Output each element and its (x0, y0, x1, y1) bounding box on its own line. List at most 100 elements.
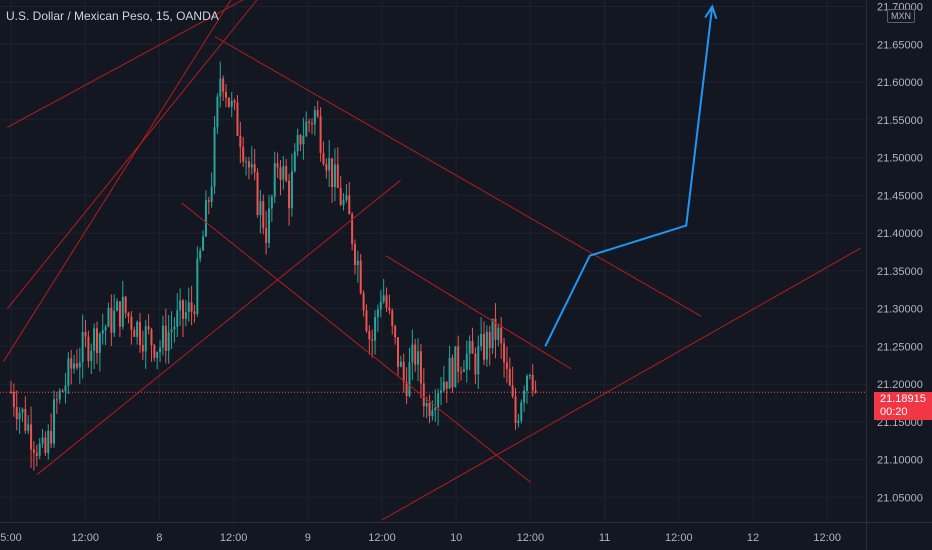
candle-body (293, 151, 296, 172)
candle-body (391, 310, 394, 327)
candle-body (419, 351, 422, 384)
candle-body (325, 163, 328, 171)
candle-body (50, 430, 53, 444)
candle-body (462, 369, 465, 372)
candle-body (474, 353, 477, 375)
candle-body (170, 329, 173, 333)
candle-body (253, 164, 256, 173)
candle-body (276, 163, 279, 168)
candle-body (176, 310, 179, 327)
price-axis[interactable]: 21.0500021.1000021.1500021.2000021.25000… (866, 0, 923, 550)
candle-body (78, 362, 81, 368)
candle-body (73, 363, 76, 369)
time-tick-label: 12 (747, 532, 759, 544)
candle-body (351, 214, 354, 245)
candle-body (437, 393, 440, 408)
candle-body (445, 381, 448, 389)
candle-body (181, 300, 184, 319)
candle-body (113, 310, 116, 333)
candle-body (531, 375, 534, 391)
candle-body (468, 341, 471, 354)
candle-body (70, 358, 73, 369)
candle-body (414, 344, 417, 365)
candle-body (124, 296, 127, 313)
candle-body (242, 147, 245, 162)
trendline (3, 0, 232, 362)
candle-body (10, 391, 12, 393)
candle-body (399, 361, 402, 367)
candle-body (342, 200, 345, 205)
candle-body (319, 116, 322, 154)
candle-body (480, 334, 483, 347)
candle-body (265, 228, 268, 243)
candle-body (282, 166, 285, 180)
candle-body (302, 136, 305, 145)
candle-body (508, 368, 511, 386)
candle-body (514, 396, 517, 423)
trendline (36, 179, 401, 476)
candle-body (27, 424, 30, 431)
candlestick-series (10, 61, 537, 471)
candle-body (147, 326, 150, 330)
candle-body (402, 361, 405, 383)
candle-body (118, 301, 121, 327)
candle-body (222, 78, 225, 92)
candle-body (141, 344, 144, 352)
candle-body (356, 260, 359, 266)
candle-body (308, 121, 311, 123)
time-axis[interactable]: 5:00 12:00 8 12:00 9 12:00 10 12:00 11 12:00 12 12:… (0, 522, 932, 545)
candle-body (322, 153, 325, 164)
candle-body (199, 250, 202, 259)
candle-body (133, 329, 136, 337)
candle-body (482, 334, 485, 360)
price-tick-label: 21.60000 (877, 77, 923, 89)
candle-body (101, 330, 104, 334)
candle-body (164, 325, 167, 351)
time-tick-label: 12:00 (665, 532, 693, 544)
candle-body (159, 347, 162, 352)
candle-body (116, 301, 119, 311)
candle-body (138, 322, 141, 345)
candle-body (374, 317, 377, 341)
candle-body (434, 407, 437, 411)
candle-body (411, 344, 414, 363)
projection-line (544, 6, 714, 347)
candle-body (190, 302, 193, 312)
trendlines (3, 0, 861, 521)
candle-body (296, 134, 299, 152)
candle-body (382, 295, 385, 302)
candle-body (376, 309, 379, 318)
candle-body (196, 258, 199, 314)
price-tick-label: 21.25000 (877, 341, 923, 353)
candle-body (505, 362, 508, 369)
candle-body (247, 161, 250, 168)
trendline (181, 202, 531, 483)
candle-body (245, 161, 248, 163)
candle-body (328, 158, 331, 171)
candle-body (448, 358, 451, 389)
candle-body (405, 382, 408, 396)
candle-body (110, 307, 113, 333)
candle-body (44, 437, 47, 454)
candle-body (288, 180, 291, 209)
candle-body (336, 164, 339, 188)
candle-body (442, 381, 445, 391)
candle-body (485, 331, 488, 360)
currency-label[interactable]: MXN (887, 9, 915, 23)
candle-body (353, 244, 356, 266)
projection-path (544, 4, 718, 347)
price-tick-label: 21.20000 (877, 379, 923, 391)
candle-body (362, 293, 365, 311)
candle-body (30, 424, 33, 450)
candle-body (451, 358, 454, 388)
price-tick-label: 21.05000 (877, 492, 923, 504)
candle-body (348, 195, 351, 215)
candle-body (41, 437, 44, 444)
candle-body (310, 122, 313, 125)
candle-body (339, 187, 342, 205)
candle-body (385, 295, 388, 308)
candle-body (87, 336, 90, 362)
candle-body (525, 376, 528, 391)
candle-body (290, 171, 293, 209)
